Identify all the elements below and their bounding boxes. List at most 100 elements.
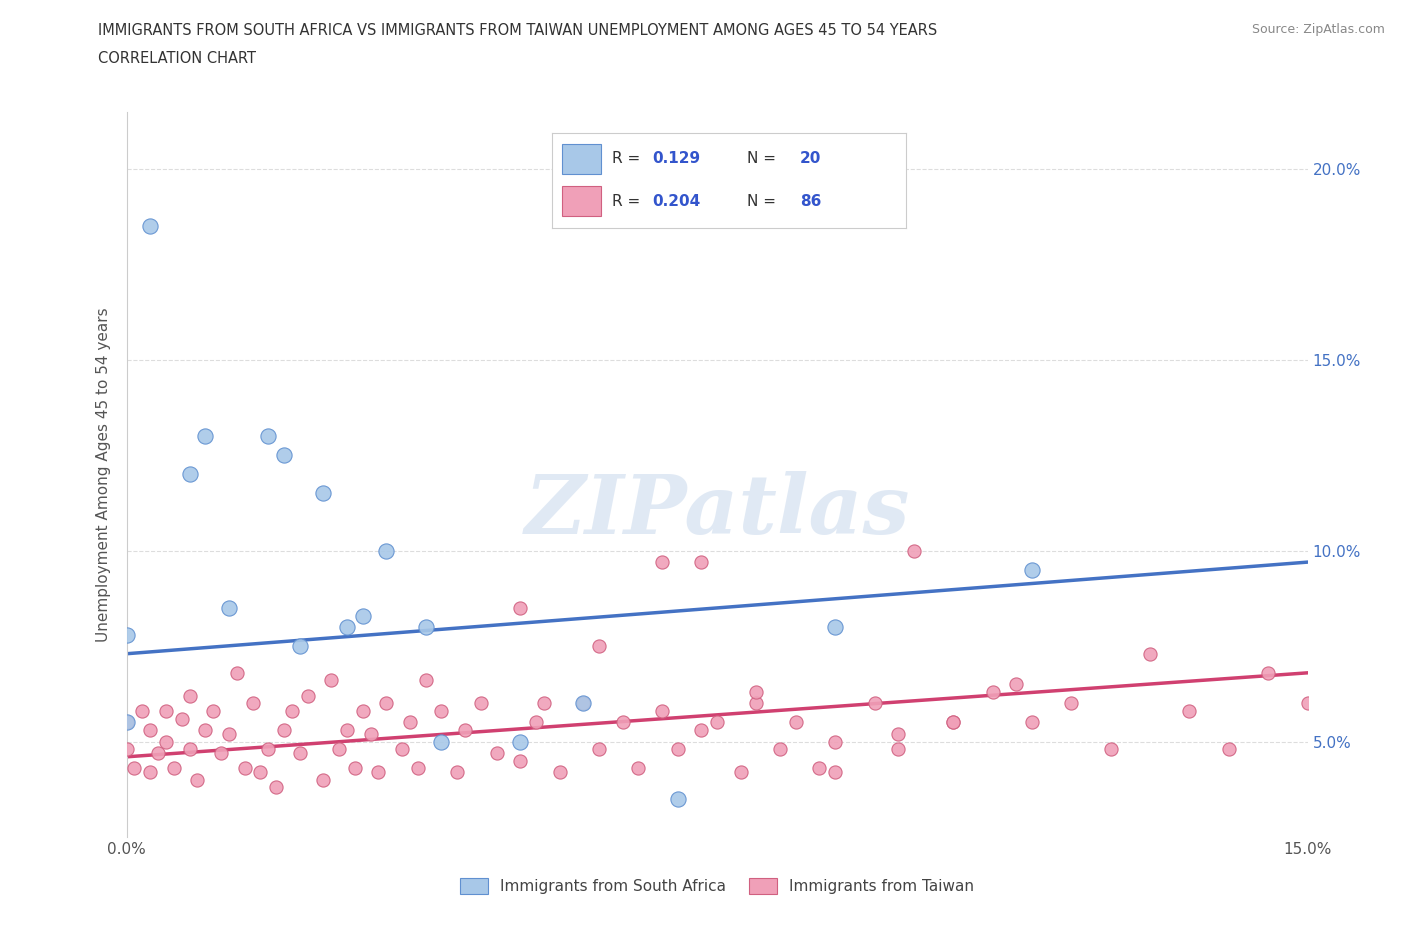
Point: [124, 761, 146, 776]
Point: [666, 791, 689, 806]
Point: [367, 764, 389, 779]
Point: [288, 746, 311, 761]
Point: [509, 753, 531, 768]
Text: CORRELATION CHART: CORRELATION CHART: [98, 51, 256, 66]
Point: [572, 696, 595, 711]
Point: [454, 723, 477, 737]
Point: [1021, 563, 1043, 578]
Point: [115, 742, 138, 757]
Point: [524, 715, 547, 730]
Point: [399, 715, 422, 730]
Point: [627, 761, 650, 776]
Point: [824, 734, 846, 749]
Point: [509, 601, 531, 616]
Point: [446, 764, 468, 779]
Point: [194, 723, 217, 737]
Point: [1296, 696, 1319, 711]
Point: [1099, 742, 1122, 757]
Point: [179, 688, 201, 703]
Point: [218, 601, 240, 616]
Point: [509, 734, 531, 749]
Point: [785, 715, 807, 730]
Point: [170, 711, 193, 726]
Point: [328, 742, 350, 757]
Point: [146, 746, 169, 761]
Point: [887, 742, 910, 757]
Point: [1005, 677, 1028, 692]
Point: [155, 704, 177, 719]
Point: [430, 704, 453, 719]
Point: [1257, 665, 1279, 680]
Point: [1060, 696, 1083, 711]
Point: [415, 673, 437, 688]
Text: Source: ZipAtlas.com: Source: ZipAtlas.com: [1251, 23, 1385, 36]
Point: [273, 447, 295, 462]
Point: [375, 543, 398, 558]
Point: [163, 761, 186, 776]
Point: [1021, 715, 1043, 730]
Point: [155, 734, 177, 749]
Point: [257, 742, 280, 757]
Point: [415, 619, 437, 634]
Point: [533, 696, 555, 711]
Point: [745, 696, 768, 711]
Point: [218, 726, 240, 741]
Point: [942, 715, 965, 730]
Point: [430, 734, 453, 749]
Point: [336, 723, 359, 737]
Point: [273, 723, 295, 737]
Point: [194, 429, 217, 444]
Point: [887, 726, 910, 741]
Point: [343, 761, 366, 776]
Point: [690, 554, 713, 569]
Legend: Immigrants from South Africa, Immigrants from Taiwan: Immigrants from South Africa, Immigrants…: [453, 870, 981, 902]
Point: [548, 764, 571, 779]
Point: [903, 543, 925, 558]
Point: [470, 696, 492, 711]
Point: [288, 639, 311, 654]
Point: [139, 764, 162, 779]
Point: [297, 688, 319, 703]
Point: [1139, 646, 1161, 661]
Point: [588, 742, 610, 757]
Point: [257, 429, 280, 444]
Point: [863, 696, 886, 711]
Point: [115, 715, 138, 730]
Point: [179, 467, 201, 482]
Point: [233, 761, 256, 776]
Point: [824, 764, 846, 779]
Text: ZIPatlas: ZIPatlas: [524, 471, 910, 551]
Point: [336, 619, 359, 634]
Point: [981, 684, 1004, 699]
Point: [651, 704, 673, 719]
Point: [942, 715, 965, 730]
Point: [186, 772, 208, 787]
Point: [115, 627, 138, 642]
Point: [706, 715, 728, 730]
Point: [352, 608, 374, 623]
Point: [1218, 742, 1240, 757]
Point: [264, 780, 287, 795]
Point: [745, 684, 768, 699]
Point: [572, 696, 595, 711]
Point: [131, 704, 153, 719]
Point: [352, 704, 374, 719]
Point: [225, 665, 247, 680]
Point: [612, 715, 634, 730]
Point: [730, 764, 752, 779]
Point: [808, 761, 831, 776]
Point: [375, 696, 398, 711]
Point: [209, 746, 232, 761]
Point: [651, 554, 673, 569]
Point: [249, 764, 271, 779]
Point: [139, 219, 162, 233]
Point: [139, 723, 162, 737]
Text: IMMIGRANTS FROM SOUTH AFRICA VS IMMIGRANTS FROM TAIWAN UNEMPLOYMENT AMONG AGES 4: IMMIGRANTS FROM SOUTH AFRICA VS IMMIGRAN…: [98, 23, 938, 38]
Point: [360, 726, 382, 741]
Point: [666, 742, 689, 757]
Point: [824, 619, 846, 634]
Point: [115, 715, 138, 730]
Point: [485, 746, 508, 761]
Point: [312, 772, 335, 787]
Point: [281, 704, 304, 719]
